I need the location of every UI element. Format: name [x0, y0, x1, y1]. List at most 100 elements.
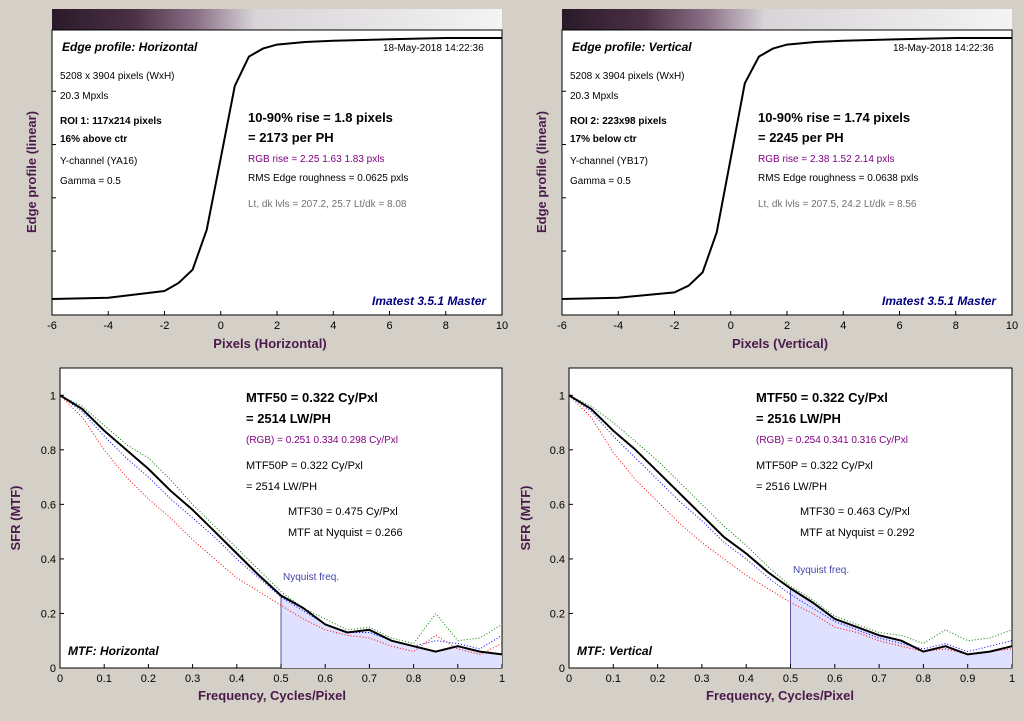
mtf50p-value: MTF50P = 0.322 Cy/Pxl: [756, 460, 873, 472]
x-tick-label: 0.1: [97, 673, 112, 685]
edge-rise: 10-90% rise = 1.8 pixels: [248, 110, 393, 125]
series-line-black: [568, 394, 1013, 656]
x-tick-label: 10: [496, 320, 508, 332]
edge-rise: 10-90% rise = 1.74 pixels: [758, 110, 910, 125]
edge-date: 18-May-2018 14:22:36: [893, 43, 994, 54]
imatest-brand: Imatest 3.5.1 Master: [372, 294, 487, 308]
edge-date: 18-May-2018 14:22:36: [383, 43, 484, 54]
mtf-title: MTF: Horizontal: [68, 644, 159, 658]
nyquist-label: Nyquist freq.: [283, 572, 339, 583]
edge-x-axis-label: Pixels (Horizontal): [213, 336, 326, 351]
x-tick-label: -2: [160, 320, 170, 332]
y-tick-label: 0.4: [41, 554, 56, 566]
y-tick-label: 1: [559, 390, 565, 402]
x-tick-label: 0.2: [141, 673, 156, 685]
x-tick-label: 10: [1006, 320, 1018, 332]
x-tick-label: -6: [47, 320, 57, 332]
gradient-strip-right: [562, 9, 1012, 30]
x-tick-label: 0: [57, 673, 63, 685]
edge-roi: ROI 1: 117x214 pixels: [60, 116, 162, 127]
mtf50-rgb: (RGB) = 0.251 0.334 0.298 Cy/Pxl: [246, 435, 398, 446]
x-tick-label: 1: [1009, 673, 1015, 685]
edge-plot-area: [51, 29, 503, 316]
mtf-x-axis-label: Frequency, Cycles/Pixel: [198, 688, 346, 703]
edge-title: Edge profile: Horizontal: [62, 40, 198, 54]
x-tick-label: 0: [728, 320, 734, 332]
x-tick-label: 0.9: [450, 673, 465, 685]
x-tick-label: -4: [103, 320, 113, 332]
series-line-red: [568, 394, 1013, 655]
x-tick-label: 0.7: [362, 673, 377, 685]
y-tick-label: 0.4: [550, 554, 565, 566]
edge-roi: ROI 2: 223x98 pixels: [570, 116, 667, 127]
y-tick-label: 0.2: [41, 608, 56, 620]
edge-gamma: Gamma = 0.5: [570, 176, 631, 187]
x-tick-label: 4: [330, 320, 336, 332]
x-tick-label: -6: [557, 320, 567, 332]
x-tick-label: 0.7: [871, 673, 886, 685]
mtf50p-value: MTF50P = 0.322 Cy/Pxl: [246, 460, 363, 472]
x-tick-label: 8: [443, 320, 449, 332]
x-tick-label: 0.5: [273, 673, 288, 685]
edge-levels: Lt, dk lvls = 207.2, 25.7 Lt/dk = 8.08: [248, 199, 407, 210]
edge-levels: Lt, dk lvls = 207.5, 24.2 Lt/dk = 8.56: [758, 199, 917, 210]
series-line-black: [59, 394, 503, 656]
y-tick-label: 0.8: [550, 445, 565, 457]
x-tick-label: -2: [670, 320, 680, 332]
y-tick-label: 1: [50, 390, 56, 402]
x-tick-label: 0.8: [406, 673, 421, 685]
mtf50-rgb: (RGB) = 0.254 0.341 0.316 Cy/Pxl: [756, 435, 908, 446]
mtf-at-nyquist: MTF at Nyquist = 0.266: [288, 527, 403, 539]
x-tick-label: 0.4: [229, 673, 244, 685]
y-tick-label: 0: [50, 663, 56, 675]
x-tick-label: 6: [386, 320, 392, 332]
x-tick-label: 2: [784, 320, 790, 332]
mtf50p-lwph: = 2516 LW/PH: [756, 481, 827, 493]
series-line-blue: [568, 394, 1013, 653]
mtf30-value: MTF30 = 0.475 Cy/Pxl: [288, 506, 398, 518]
edge-info-mpxls: 20.3 Mpxls: [570, 91, 618, 102]
x-tick-label: 0.3: [694, 673, 709, 685]
mtf50p-lwph: = 2514 LW/PH: [246, 481, 317, 493]
edge-panel-vertical: Edge profile: Vertical 18-May-2018 14:22…: [534, 29, 1018, 351]
y-tick-label: 0.2: [550, 608, 565, 620]
x-tick-label: 0.1: [606, 673, 621, 685]
x-tick-label: 2: [274, 320, 280, 332]
edge-plot-area: [561, 29, 1013, 316]
edge-rms: RMS Edge roughness = 0.0625 pxls: [248, 173, 408, 184]
mtf-panel-vertical: 0 0.1 0.2 0.3 0.4 0.5 0.6 0.7 0.8 0.9 1 0 0.2 0.4 0.6 0…: [518, 367, 1015, 703]
mtf50-lwph: = 2514 LW/PH: [246, 411, 331, 426]
x-tick-label: 0.3: [185, 673, 200, 685]
mtf-x-axis-label: Frequency, Cycles/Pixel: [706, 688, 854, 703]
x-tick-label: 0.4: [739, 673, 754, 685]
edge-info-size: 5208 x 3904 pixels (WxH): [570, 71, 685, 82]
mtf50-value: MTF50 = 0.322 Cy/Pxl: [756, 390, 888, 405]
x-tick-label: 8: [953, 320, 959, 332]
nyquist-region: [790, 588, 1012, 668]
edge-title: Edge profile: Vertical: [572, 40, 692, 54]
mtf50-value: MTF50 = 0.322 Cy/Pxl: [246, 390, 378, 405]
x-tick-label: 0.6: [318, 673, 333, 685]
x-tick-label: 6: [896, 320, 902, 332]
nyquist-label: Nyquist freq.: [793, 565, 849, 576]
mtf-y-axis-label: SFR (MTF): [518, 486, 533, 551]
x-tick-label: 0.2: [650, 673, 665, 685]
x-tick-label: 1: [499, 673, 505, 685]
edge-rgb-rise: RGB rise = 2.38 1.52 2.14 pxls: [758, 154, 894, 165]
edge-channel: Y-channel (YA16): [60, 156, 137, 167]
x-tick-label: -4: [613, 320, 623, 332]
y-tick-label: 0: [559, 663, 565, 675]
edge-roi-location: 17% below ctr: [570, 134, 637, 145]
edge-gamma: Gamma = 0.5: [60, 176, 121, 187]
x-tick-label: 4: [840, 320, 846, 332]
mtf-panel-horizontal: 0 0.1 0.2 0.3 0.4 0.5 0.6 0.7 0.8 0.9 1 0 0.2 0.4 0.6 0…: [8, 367, 505, 703]
x-tick-label: 0.6: [827, 673, 842, 685]
edge-panel-horizontal: Edge profile: Horizontal 18-May-2018 14:…: [24, 29, 508, 351]
edge-rgb-rise: RGB rise = 2.25 1.63 1.83 pxls: [248, 154, 384, 165]
edge-rms: RMS Edge roughness = 0.0638 pxls: [758, 173, 918, 184]
edge-roi-location: 16% above ctr: [60, 134, 127, 145]
edge-y-axis-label: Edge profile (linear): [24, 111, 39, 233]
edge-channel: Y-channel (YB17): [570, 156, 648, 167]
x-tick-label: 0.8: [916, 673, 931, 685]
